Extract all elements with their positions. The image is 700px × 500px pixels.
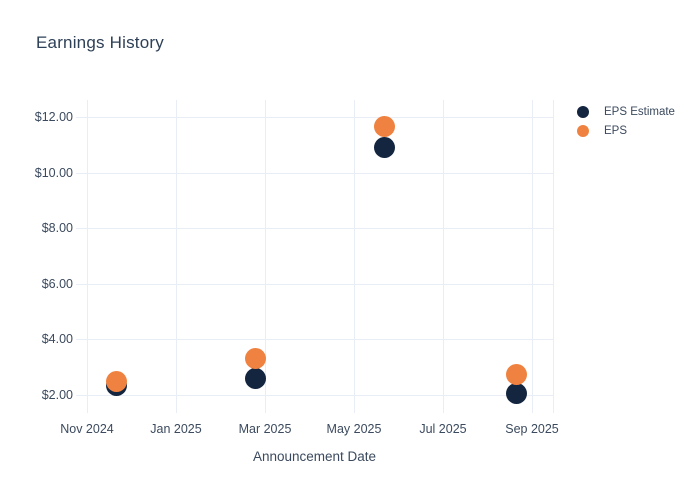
- x-axis-tick-label: Nov 2024: [60, 422, 114, 436]
- y-gridline: [76, 117, 553, 118]
- legend-item-eps-estimate[interactable]: EPS Estimate: [577, 102, 675, 121]
- y-gridline: [76, 283, 553, 285]
- x-axis-title: Announcement Date: [252, 449, 377, 464]
- y-axis-tick-label: $6.00: [41, 276, 73, 291]
- x-gridline: [265, 100, 266, 413]
- eps-dot-icon: [577, 124, 589, 137]
- plot-right-border: [553, 100, 554, 413]
- x-axis-tick-label: Jul 2025: [419, 422, 467, 436]
- chart-title: Earnings History: [36, 33, 164, 52]
- y-axis-tick-label: $2.00: [41, 388, 73, 402]
- x-gridline: [87, 100, 88, 413]
- legend-label-eps: EPS: [604, 124, 628, 137]
- y-gridline: [76, 395, 553, 396]
- legend-label-eps-estimate: EPS Estimate: [604, 105, 675, 118]
- y-gridline: [76, 172, 553, 174]
- x-gridline: [532, 100, 533, 413]
- data-point-eps-estimate[interactable]: [374, 136, 396, 158]
- legend-item-eps[interactable]: EPS: [577, 121, 675, 140]
- y-gridline: [76, 339, 553, 341]
- x-axis-tick-label: Sep 2025: [505, 422, 559, 436]
- x-axis-tick-label: Mar 2025: [238, 422, 292, 436]
- data-point-eps[interactable]: [245, 347, 267, 369]
- data-point-eps[interactable]: [506, 363, 528, 385]
- y-gridline: [76, 228, 553, 230]
- y-axis-tick-label: $4.00: [41, 332, 73, 347]
- x-gridline: [443, 100, 444, 413]
- data-point-eps[interactable]: [374, 116, 396, 138]
- data-point-eps-estimate[interactable]: [245, 368, 267, 390]
- legend: EPS Estimate EPS: [577, 102, 675, 140]
- y-axis-tick-label: $12.00: [34, 110, 73, 124]
- x-gridline: [176, 100, 177, 413]
- x-axis-tick-label: Jan 2025: [150, 422, 202, 436]
- x-gridline: [354, 100, 355, 413]
- data-point-eps[interactable]: [105, 370, 127, 392]
- y-axis-tick-label: $10.00: [34, 165, 73, 180]
- data-point-eps-estimate[interactable]: [506, 383, 528, 405]
- y-axis-tick-label: $8.00: [41, 221, 73, 236]
- eps-estimate-dot-icon: [577, 105, 589, 118]
- x-axis-tick-label: May 2025: [326, 422, 382, 436]
